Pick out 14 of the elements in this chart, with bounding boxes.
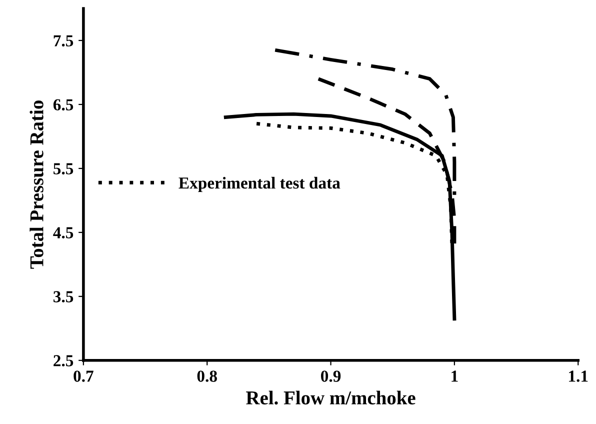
y-tick-label: 2.5	[54, 355, 74, 366]
x-tick-label: 1.1	[569, 370, 588, 382]
x-tick-label: 0.7	[74, 370, 94, 382]
y-tick-label: 5.5	[54, 163, 74, 174]
y-tick-label: 3.5	[54, 291, 74, 302]
y-tick-label: 6.5	[53, 99, 74, 110]
x-tick-label: 1	[452, 370, 458, 382]
y-tick-label: 4.5	[53, 227, 74, 238]
x-tick-label: 0.9	[321, 370, 341, 382]
x-tick-label: 0.8	[197, 370, 217, 382]
legend-label: Experimental test data	[178, 176, 340, 192]
y-tick-label: 7.5	[54, 35, 74, 46]
y-axis-title: Total Pressure Ratio	[30, 100, 44, 269]
x-axis-title: Rel. Flow m/mchoke	[246, 390, 416, 405]
